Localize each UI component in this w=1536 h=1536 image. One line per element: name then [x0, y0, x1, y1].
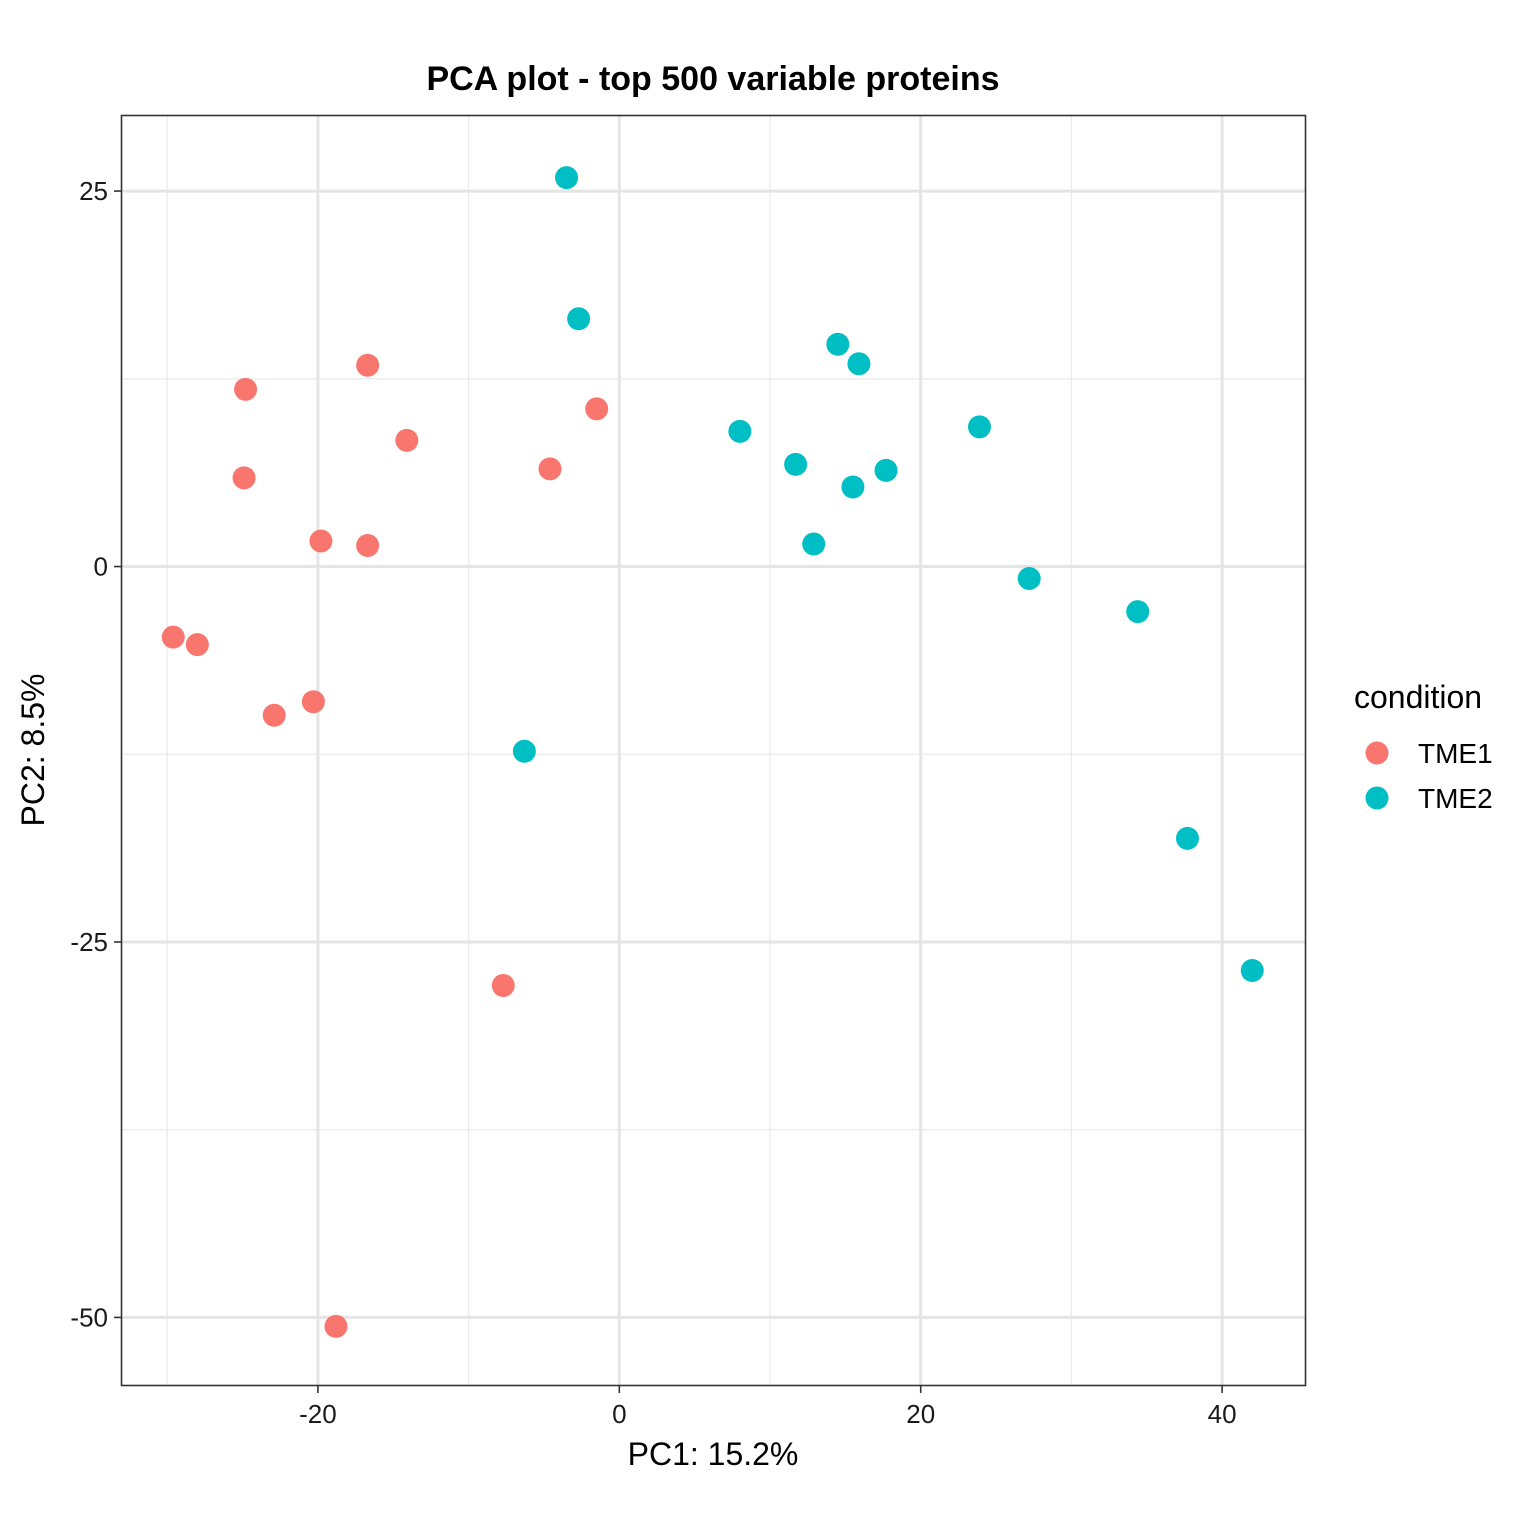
data-point-tme2 [847, 352, 871, 376]
legend-title: condition [1354, 679, 1482, 715]
data-point-tme1 [309, 529, 333, 553]
data-point-tme2 [802, 532, 826, 556]
chart-title: PCA plot - top 500 variable proteins [426, 60, 999, 98]
data-point-tme1 [232, 466, 256, 490]
data-point-tme1 [161, 625, 185, 649]
legend-label-tme1: TME1 [1418, 738, 1493, 769]
x-axis-ticks: -20 0 20 40 [299, 1385, 1237, 1429]
data-point-tme1 [234, 377, 258, 401]
data-point-tme2 [567, 307, 591, 331]
data-point-tme1 [301, 690, 325, 714]
data-point-tme1 [585, 397, 609, 421]
x-tick-label: 40 [1208, 1399, 1237, 1429]
data-point-tme2 [784, 452, 808, 476]
legend-key-tme2 [1365, 786, 1389, 810]
data-point-tme2 [967, 415, 991, 439]
data-point-tme2 [728, 419, 752, 443]
data-point-tme2 [874, 458, 898, 482]
x-tick-label: 0 [612, 1399, 626, 1429]
x-axis-title: PC1: 15.2% [628, 1436, 799, 1472]
y-tick-label: 0 [94, 552, 108, 582]
legend-label-tme2: TME2 [1418, 783, 1493, 814]
data-point-tme1 [262, 703, 286, 727]
y-axis-title: PC2: 8.5% [15, 674, 51, 827]
data-point-tme1 [356, 534, 380, 558]
legend-key-tme1 [1365, 741, 1389, 765]
y-tick-label: 25 [79, 176, 108, 206]
y-tick-label: -50 [70, 1302, 108, 1332]
data-point-tme1 [356, 353, 380, 377]
data-point-tme2 [555, 166, 579, 190]
data-point-tme2 [841, 475, 865, 499]
data-point-tme2 [1240, 959, 1264, 983]
x-tick-label: 20 [906, 1399, 935, 1429]
minor-gridlines [122, 116, 1305, 1385]
plot-panel-border [120, 114, 1307, 1387]
legend: condition TME1 TME2 [1354, 679, 1493, 814]
data-point-tme2 [1017, 567, 1041, 591]
data-point-tme1 [324, 1314, 348, 1338]
y-tick-label: -25 [70, 927, 108, 957]
data-point-tme2 [512, 739, 536, 763]
data-point-tme1 [185, 633, 209, 657]
data-point-tme2 [1175, 826, 1199, 850]
data-points [161, 166, 1264, 1338]
data-point-tme1 [491, 974, 515, 998]
y-axis-ticks: 25 0 -25 -50 [70, 176, 122, 1332]
data-point-tme1 [395, 428, 419, 452]
major-gridlines [122, 116, 1305, 1385]
data-point-tme1 [538, 457, 562, 481]
data-point-tme2 [826, 332, 850, 356]
x-tick-label: -20 [299, 1399, 337, 1429]
data-point-tme2 [1126, 600, 1150, 624]
